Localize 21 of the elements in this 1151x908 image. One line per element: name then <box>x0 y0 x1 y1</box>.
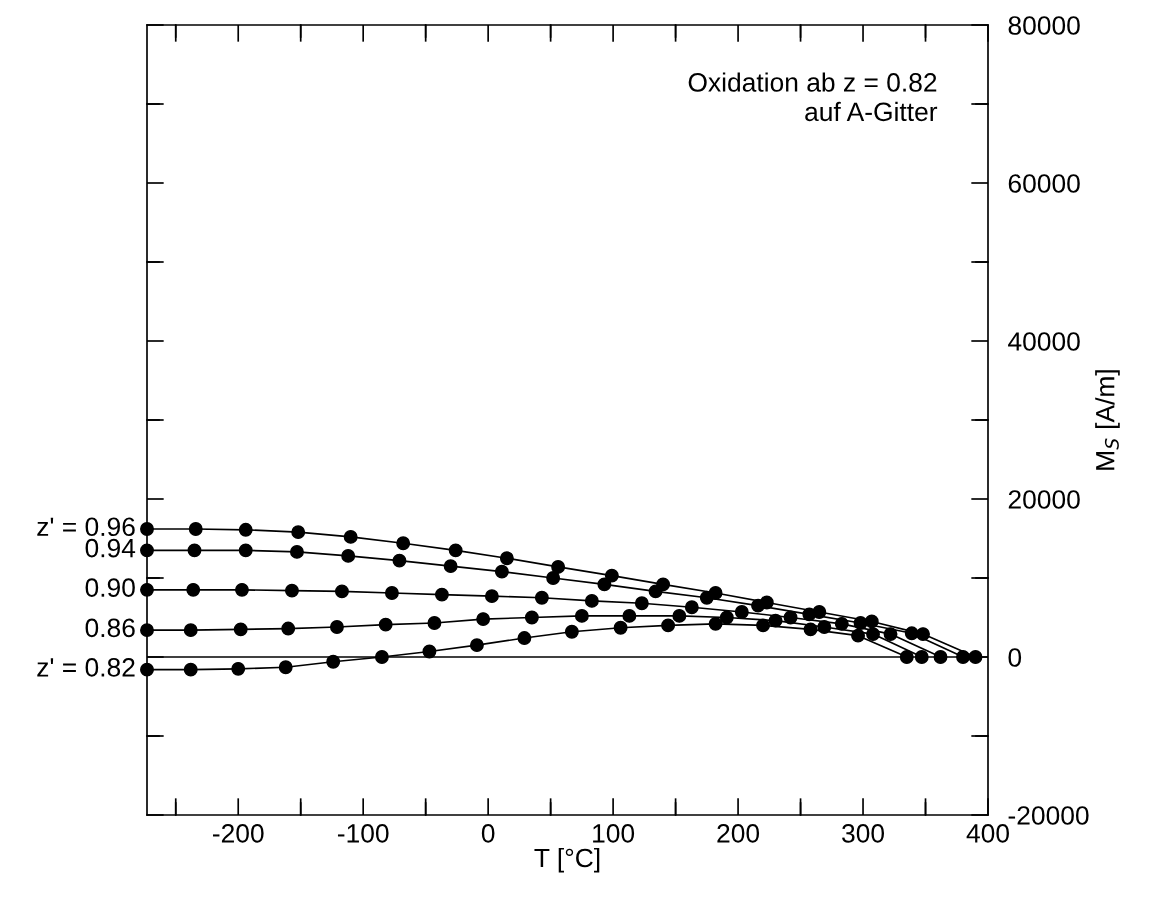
x-tick-label: 100 <box>593 824 635 843</box>
x-tick-label: 300 <box>842 824 885 843</box>
y-tick-label: -20000 <box>1008 806 1089 825</box>
y-tick-label: 0 <box>1008 648 1022 667</box>
y-tick-label: 80000 <box>1008 16 1080 35</box>
series-label: 0.86 <box>85 618 135 638</box>
annotation: Oxidation ab z = 0.82 auf A-Gitter <box>688 72 938 122</box>
x-axis-title: T [°C] <box>534 847 600 873</box>
x-tick-label: -100 <box>337 824 389 843</box>
x-tick-label: 400 <box>966 824 1009 843</box>
x-tick-label: 0 <box>481 824 495 843</box>
legend-label: z' = 0.82 <box>37 658 135 677</box>
y-tick-label: 20000 <box>1008 490 1080 509</box>
legend-label: z' = 0.96 <box>37 517 135 537</box>
y-axis-title: M$_{S}$ [A/m] <box>1095 370 1120 470</box>
y-tick-label: 40000 <box>1008 332 1080 351</box>
x-tick-label: -200 <box>212 824 264 843</box>
legend-label: 0.90 <box>85 578 135 597</box>
series-label: 0.94 <box>85 538 136 558</box>
x-tick-label: 200 <box>717 824 760 843</box>
y-tick-label: 60000 <box>1008 174 1080 193</box>
